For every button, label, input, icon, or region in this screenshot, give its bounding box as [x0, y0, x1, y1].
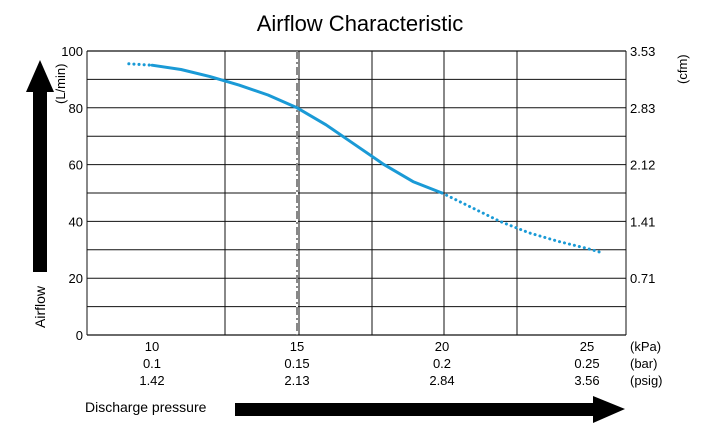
y-tick-label: 100	[61, 44, 83, 59]
x-tick-label-kpa: 10	[145, 339, 159, 354]
x-tick-labels: 10 0.1 1.42 15 0.15 2.13 20 0.2 2.84 25 0.25 3.56 (k…	[139, 339, 662, 388]
series-line-solid	[150, 63, 444, 195]
y-right-tick-label: 1.41	[630, 214, 655, 229]
x-tick-label-kpa: 15	[290, 339, 304, 354]
y-tick-labels: 0 20 40 60 80 100	[61, 44, 83, 343]
series-line-dotted	[440, 191, 603, 255]
x-tick-label-bar: 0.2	[433, 356, 451, 371]
y-tick-label: 60	[69, 158, 83, 173]
x-tick-label-psig: 1.42	[139, 373, 164, 388]
y-right-unit: (cfm)	[675, 54, 690, 84]
y-tick-label: 0	[76, 328, 83, 343]
x-axis-arrow	[235, 396, 625, 423]
y-left-unit: (L/min)	[53, 64, 68, 104]
x-tick-label-psig: 2.84	[429, 373, 454, 388]
chart-title: Airflow Characteristic	[257, 11, 464, 36]
x-tick-label-bar: 0.1	[143, 356, 161, 371]
y-right-tick-labels: 0.71 1.41 2.12 2.83 3.53	[630, 44, 655, 286]
grid	[86, 50, 627, 336]
y-tick-label: 40	[69, 214, 83, 229]
series-group	[127, 62, 603, 255]
x-unit-label: (kPa)	[630, 339, 661, 354]
y-axis-label: Airflow	[32, 285, 48, 328]
x-tick-label-kpa: 20	[435, 339, 449, 354]
x-tick-label-bar: 0.15	[284, 356, 309, 371]
y-tick-label: 20	[69, 271, 83, 286]
y-right-tick-label: 2.83	[630, 101, 655, 116]
x-unit-label: (psig)	[630, 373, 663, 388]
y-tick-label: 80	[69, 101, 83, 116]
x-unit-label: (bar)	[630, 356, 657, 371]
y-right-tick-label: 0.71	[630, 271, 655, 286]
y-right-tick-label: 2.12	[630, 158, 655, 173]
series-line-dotted	[127, 62, 154, 67]
x-tick-label-kpa: 25	[580, 339, 594, 354]
x-axis-label: Discharge pressure	[85, 399, 207, 415]
y-axis-arrow	[26, 60, 54, 272]
x-tick-label-psig: 3.56	[574, 373, 599, 388]
x-tick-label-bar: 0.25	[574, 356, 599, 371]
x-tick-label-psig: 2.13	[284, 373, 309, 388]
y-right-tick-label: 3.53	[630, 44, 655, 59]
